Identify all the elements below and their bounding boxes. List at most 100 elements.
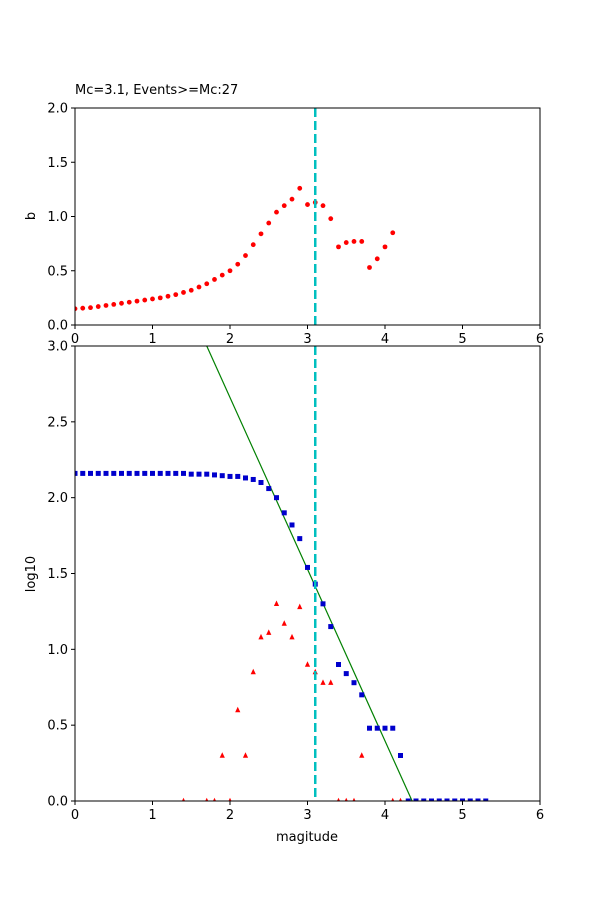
cumulative-point	[343, 671, 349, 677]
x-tick-label: 1	[148, 332, 156, 347]
cumulative-point	[75, 470, 78, 476]
plot-frame	[74, 107, 541, 326]
incremental-point	[398, 797, 403, 801]
incremental-point	[320, 679, 326, 685]
chart-title: Mc=3.1, Events>=Mc:27	[75, 83, 238, 98]
b-value-point	[103, 303, 109, 308]
b-value-point	[111, 301, 117, 307]
cumulative-point	[328, 624, 334, 630]
cumulative-point	[126, 470, 132, 476]
incremental-point	[344, 797, 348, 801]
b-value-point	[351, 239, 357, 244]
b-value-point	[142, 297, 148, 303]
b-value-point	[188, 287, 194, 293]
cumulative-point	[382, 725, 388, 731]
cumulative-point	[374, 725, 380, 731]
x-tick-label: 0	[71, 332, 79, 347]
plot-frame	[74, 345, 541, 802]
b-value-point	[157, 295, 163, 301]
cumulative-point	[219, 473, 225, 479]
cumulative-point	[336, 662, 341, 667]
b-value-point	[75, 306, 78, 312]
cumulative-point	[460, 798, 465, 801]
x-tick-label: 2	[226, 808, 234, 823]
cumulative-point	[483, 798, 489, 801]
b-value-point	[173, 292, 179, 298]
cumulative-point	[196, 471, 202, 477]
cumulative-point	[467, 798, 473, 801]
b-value-point	[126, 299, 132, 305]
incremental-point	[242, 752, 249, 758]
cumulative-point	[80, 470, 86, 476]
cumulative-point	[266, 486, 272, 492]
incremental-point	[235, 706, 241, 713]
incremental-point	[266, 629, 272, 635]
cumulative-point	[398, 753, 403, 758]
y-tick-label: 0.0	[47, 319, 68, 334]
b-value-point	[367, 265, 372, 270]
incremental-point	[258, 633, 264, 640]
b-value-point	[227, 268, 233, 274]
x-tick-label: 2	[226, 332, 234, 347]
b-value-point	[212, 277, 217, 282]
cumulative-point	[95, 470, 101, 476]
incremental-point	[297, 603, 303, 610]
fit-line	[206, 346, 413, 801]
cumulative-point	[405, 798, 411, 801]
b-value-point	[204, 281, 210, 287]
cumulative-point	[444, 798, 450, 801]
cumulative-point	[243, 475, 248, 481]
incremental-point	[359, 752, 365, 758]
cumulative-point	[111, 470, 117, 476]
b-value-point	[336, 244, 341, 250]
cumulative-point	[452, 798, 458, 801]
b-value-point	[328, 216, 334, 222]
x-tick-label: 6	[536, 332, 544, 347]
incremental-point	[352, 797, 356, 801]
cumulative-point	[188, 471, 194, 477]
incremental-point	[228, 797, 232, 801]
cumulative-point	[134, 470, 140, 476]
incremental-point	[391, 797, 395, 801]
b-value-point	[119, 300, 124, 306]
y-tick-label: 0.5	[47, 719, 68, 734]
b-value-point	[297, 185, 303, 191]
b-value-point	[235, 261, 241, 267]
cumulative-point	[157, 470, 163, 476]
cumulative-point	[250, 476, 256, 482]
cumulative-point	[181, 470, 186, 476]
b-value-point	[88, 305, 93, 311]
cumulative-point	[436, 798, 442, 801]
b-value-point	[165, 293, 171, 299]
incremental-point	[181, 797, 186, 801]
incremental-point	[336, 797, 341, 801]
cumulative-point	[227, 473, 233, 479]
cumulative-point	[235, 473, 241, 479]
incremental-point	[219, 752, 225, 758]
incremental-point	[205, 797, 209, 801]
cumulative-point	[173, 470, 179, 476]
frequency-magnitude-panel: 0 1 2 3 4 5 6 0.0 0.5 1.0 1.5 2.0 2.5 3.0 log10 magitud…	[24, 340, 544, 846]
b-value-point	[219, 272, 225, 278]
cumulative-point	[390, 725, 396, 731]
cumulative-point	[212, 472, 217, 478]
incremental-point	[328, 679, 334, 685]
cumulative-point	[367, 725, 372, 731]
x-tick-label: 0	[71, 808, 79, 823]
incremental-point	[289, 633, 295, 640]
cumulative-point	[274, 495, 279, 501]
x-tick-label: 5	[458, 808, 466, 823]
incremental-point	[250, 668, 256, 675]
incremental-point	[281, 620, 287, 626]
cumulative-point	[258, 480, 264, 485]
y-tick-label: 2.5	[47, 415, 68, 430]
plot-area	[75, 346, 540, 801]
y-tick-label: 2.0	[47, 491, 68, 506]
incremental-point	[212, 797, 217, 801]
b-value-point	[243, 253, 248, 258]
y-tick-label: 1.5	[47, 156, 68, 171]
b-value-point	[250, 242, 256, 248]
y-tick-label: 1.5	[47, 567, 68, 582]
cumulative-point	[297, 536, 303, 542]
